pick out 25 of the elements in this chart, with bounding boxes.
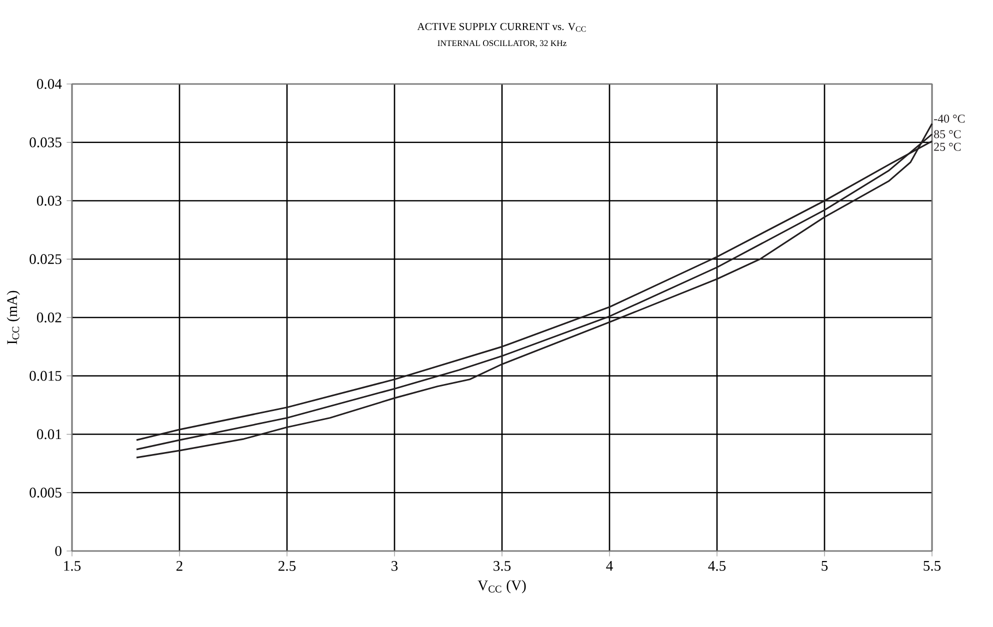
y-tick-label: 0.025 — [30, 254, 62, 264]
y-tick-label: 0 — [55, 546, 62, 556]
y-tick-label: 0.02 — [36, 312, 62, 322]
series-label: -40 °C — [934, 114, 965, 123]
y-tick-label: 0.035 — [30, 137, 62, 148]
x-tick-label: 3 — [392, 561, 398, 571]
y-tick-label: 0.01 — [36, 429, 62, 440]
x-tick-label: 2 — [176, 561, 182, 571]
y-tick-label: 0.04 — [36, 79, 62, 89]
x-tick-label: 5 — [822, 561, 828, 571]
series-label: 85 °C — [934, 130, 961, 138]
y-axis-title: I$_{CC}$ (mA) — [6, 290, 20, 344]
x-tick-label: 1.5 — [64, 561, 81, 571]
y-tick-label: 0.005 — [30, 488, 62, 498]
x-tick-label: 5.5 — [924, 561, 941, 571]
chart-title: ACTIVE SUPPLY CURRENT vs. V$_{CC}$ — [417, 22, 586, 32]
y-tick-label: 0.03 — [36, 196, 62, 206]
x-tick-label: 2.5 — [278, 561, 296, 571]
series-label: 25 °C — [934, 142, 961, 151]
y-tick-label: 0.015 — [30, 370, 62, 381]
x-tick-label: 4.5 — [708, 561, 726, 571]
x-axis-title: V$_{CC}$ (V) — [478, 580, 526, 594]
chart-subtitle: INTERNAL OSCILLATOR, 32 KHz — [438, 40, 566, 48]
x-tick-label: 3.5 — [494, 561, 511, 571]
x-tick-label: 4 — [606, 561, 613, 571]
